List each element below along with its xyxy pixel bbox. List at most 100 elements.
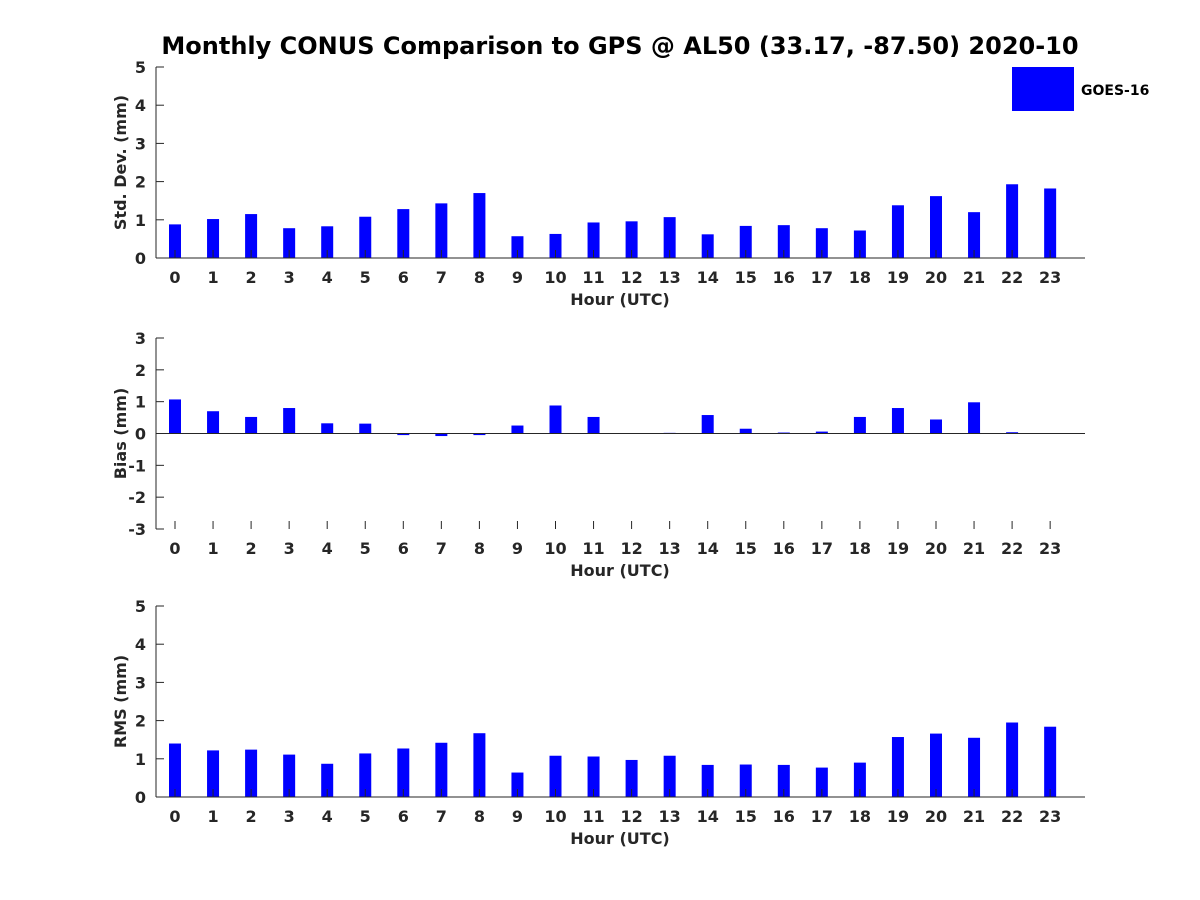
- x-tick-label: 21: [963, 268, 985, 287]
- bar-std-dev-hour-10: [549, 233, 562, 258]
- bar-std-dev-hour-11: [587, 222, 600, 258]
- x-tick-label: 3: [284, 268, 295, 287]
- bar-rms-hour-10: [549, 755, 562, 797]
- x-tick-label: 14: [697, 807, 719, 826]
- x-tick-label: 0: [169, 268, 180, 287]
- x-tick-label: 6: [398, 539, 409, 558]
- x-tick-label: 8: [474, 268, 485, 287]
- bar-rms-hour-11: [587, 756, 600, 797]
- bar-bias-hour-11: [587, 416, 600, 434]
- y-tick-label: 1: [135, 393, 146, 412]
- bar-std-dev-hour-20: [930, 196, 942, 258]
- x-tick-label: 14: [697, 268, 719, 287]
- x-tick-label: 21: [963, 807, 985, 826]
- x-tick-label: 2: [246, 807, 257, 826]
- x-tick-label: 20: [925, 807, 947, 826]
- bar-rms-hour-1: [207, 750, 220, 797]
- bar-bias-hour-19: [891, 408, 904, 434]
- x-tick-label: 10: [544, 268, 566, 287]
- bar-std-dev-hour-8: [473, 193, 486, 258]
- x-tick-label: 17: [811, 807, 833, 826]
- bar-rms-hour-16: [777, 764, 790, 797]
- bar-rms-hour-0: [169, 743, 181, 797]
- bar-rms-hour-2: [245, 749, 258, 797]
- y-tick-label: 0: [135, 788, 146, 807]
- bar-bias-hour-22: [1006, 432, 1019, 434]
- x-tick-label: 19: [887, 268, 909, 287]
- bar-bias-hour-3: [283, 408, 296, 434]
- bar-std-dev-hour-13: [663, 217, 676, 258]
- x-tick-label: 4: [322, 539, 333, 558]
- x-tick-label: 9: [512, 807, 523, 826]
- bar-std-dev-hour-16: [777, 225, 790, 258]
- x-tick-label: 13: [659, 807, 681, 826]
- x-tick-label: 0: [169, 807, 180, 826]
- y-tick-label: 0: [135, 425, 146, 444]
- bar-rms-hour-22: [1006, 722, 1019, 797]
- y-tick-label: 2: [135, 361, 146, 380]
- bar-bias-hour-8: [473, 433, 486, 436]
- x-tick-label: 12: [620, 268, 642, 287]
- bar-bias-hour-20: [930, 419, 942, 434]
- y-tick-label: -2: [128, 488, 146, 507]
- x-tick-label: 3: [284, 807, 295, 826]
- x-tick-label: 14: [697, 539, 719, 558]
- bar-std-dev-hour-4: [321, 226, 334, 258]
- x-axis-label: Hour (UTC): [570, 829, 670, 848]
- bar-std-dev-hour-17: [815, 228, 828, 258]
- x-tick-label: 11: [582, 539, 604, 558]
- x-tick-label: 7: [436, 539, 447, 558]
- x-axis-label: Hour (UTC): [570, 290, 670, 309]
- x-tick-label: 18: [849, 807, 871, 826]
- bar-bias-hour-9: [511, 425, 524, 434]
- bar-std-dev-hour-7: [435, 203, 448, 258]
- x-tick-label: 22: [1001, 807, 1023, 826]
- bar-rms-hour-12: [625, 759, 638, 797]
- x-tick-label: 17: [811, 268, 833, 287]
- y-axis-label: RMS (mm): [111, 655, 130, 748]
- bar-rms-hour-21: [968, 737, 981, 797]
- x-tick-label: 1: [207, 539, 218, 558]
- legend-label: GOES-16: [1081, 83, 1149, 99]
- x-tick-label: 10: [544, 807, 566, 826]
- x-tick-label: 5: [360, 539, 371, 558]
- bar-bias-hour-17: [815, 431, 828, 434]
- x-tick-label: 12: [620, 539, 642, 558]
- bar-rms-hour-9: [511, 772, 524, 797]
- x-tick-label: 19: [887, 807, 909, 826]
- x-tick-label: 22: [1001, 268, 1023, 287]
- x-tick-label: 8: [474, 539, 485, 558]
- bar-std-dev-hour-0: [169, 224, 181, 258]
- bar-rms-hour-23: [1044, 726, 1057, 797]
- bar-std-dev-hour-21: [968, 212, 981, 258]
- bar-bias-hour-6: [397, 433, 410, 436]
- bar-bias-hour-21: [968, 402, 981, 434]
- y-tick-label: 1: [135, 750, 146, 769]
- x-tick-label: 15: [735, 539, 757, 558]
- x-tick-label: 2: [246, 539, 257, 558]
- bar-rms-hour-17: [815, 767, 828, 797]
- x-tick-label: 5: [360, 807, 371, 826]
- bar-std-dev-hour-14: [701, 234, 714, 258]
- x-tick-label: 1: [207, 268, 218, 287]
- y-axis-label: Bias (mm): [111, 388, 130, 480]
- x-tick-label: 6: [398, 268, 409, 287]
- bar-std-dev-hour-23: [1044, 188, 1057, 258]
- x-tick-label: 21: [963, 539, 985, 558]
- y-tick-label: 3: [135, 673, 146, 692]
- y-tick-label: 2: [135, 173, 146, 192]
- bar-std-dev-hour-18: [853, 230, 866, 258]
- x-tick-label: 22: [1001, 539, 1023, 558]
- x-tick-label: 4: [322, 268, 333, 287]
- y-tick-label: 4: [135, 635, 146, 654]
- bar-std-dev-hour-22: [1006, 184, 1019, 258]
- x-tick-label: 3: [284, 539, 295, 558]
- x-tick-label: 12: [620, 807, 642, 826]
- x-tick-label: 16: [773, 807, 795, 826]
- x-tick-label: 8: [474, 807, 485, 826]
- x-tick-label: 4: [322, 807, 333, 826]
- y-axis-label: Std. Dev. (mm): [111, 95, 130, 230]
- bar-bias-hour-7: [435, 433, 448, 437]
